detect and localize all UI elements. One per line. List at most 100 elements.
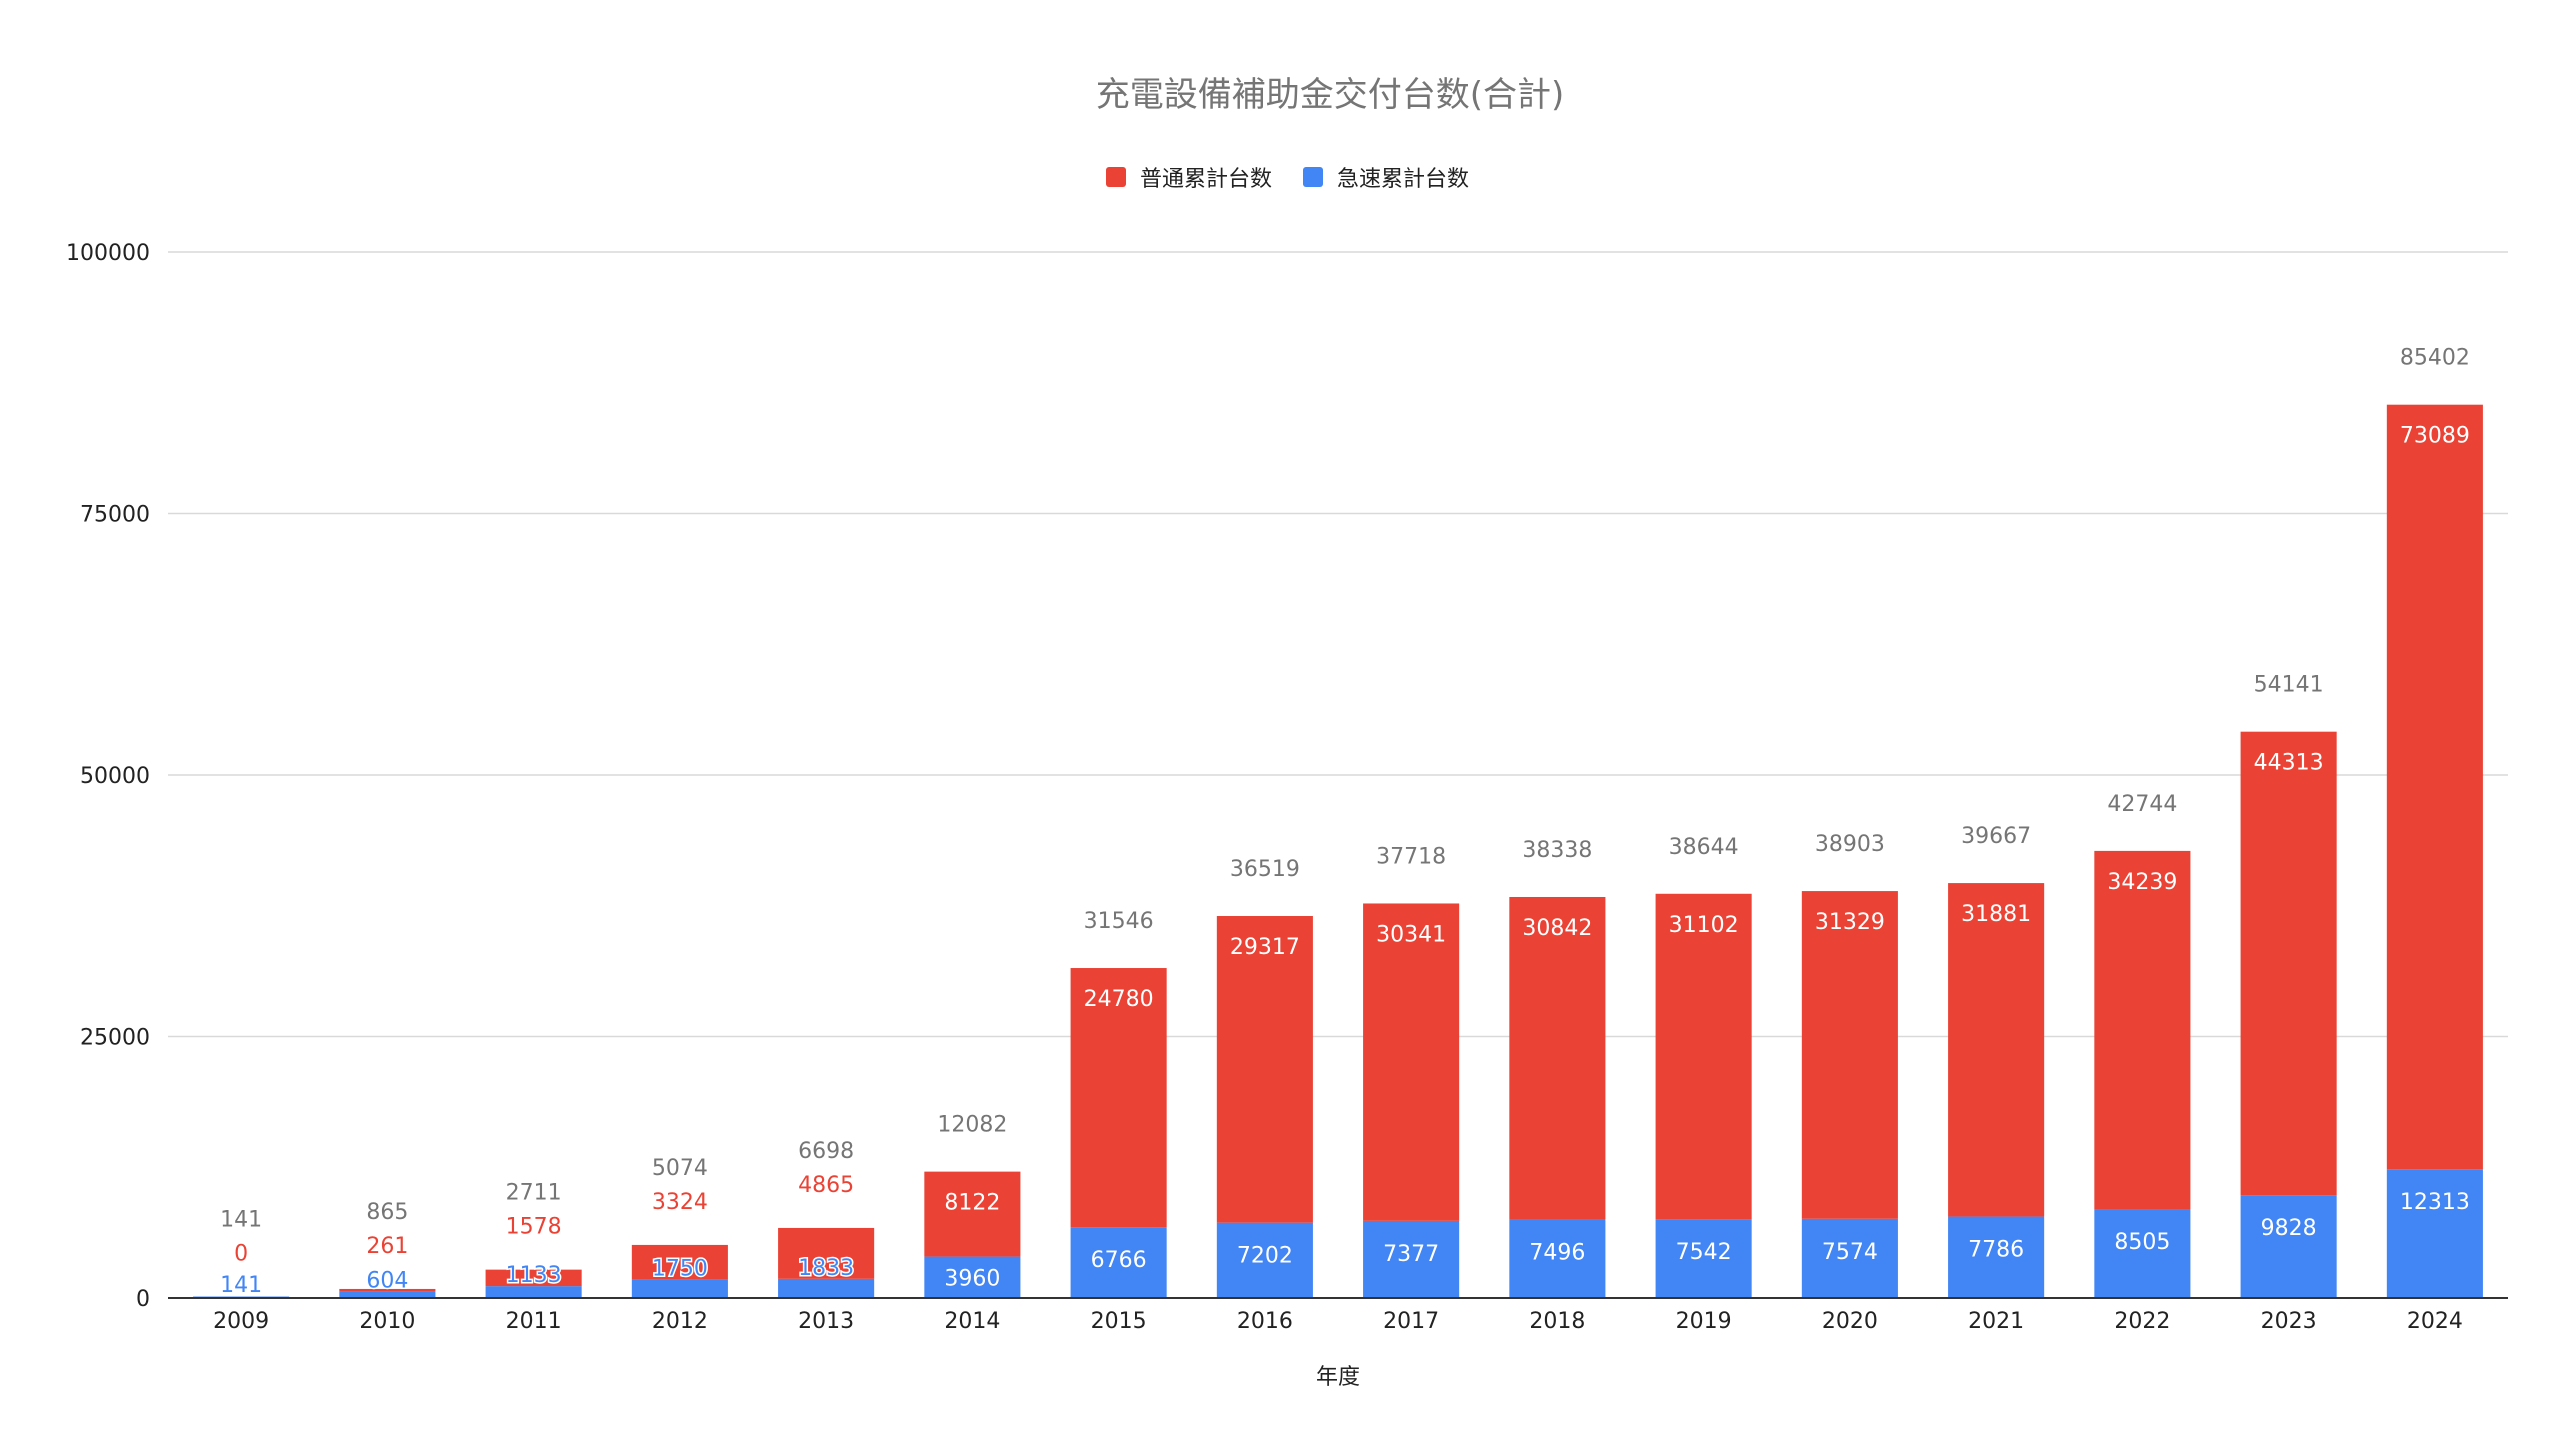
x-tick-label-2010: 2010 xyxy=(359,1309,415,1334)
bars-layer xyxy=(193,404,2483,1298)
bar-normal-2013[interactable] xyxy=(778,1227,875,1279)
total-label-2018: 38338 xyxy=(1522,838,1592,863)
legend-label-normal: 普通累計台数 xyxy=(1140,167,1272,192)
bar-rapid-2014[interactable] xyxy=(924,1256,1021,1298)
x-tick-label-2023: 2023 xyxy=(2261,1309,2317,1334)
rapid-label-2022: 8505 xyxy=(2114,1230,2170,1255)
bar-normal-2022[interactable] xyxy=(2094,850,2191,1210)
bar-normal-2017[interactable] xyxy=(1363,903,1460,1221)
total-label-2021: 39667 xyxy=(1961,824,2031,849)
data-labels-layer: 141 0 141 865 261 604 2711 1578 1133 5074 3324 1750… xyxy=(219,346,2470,1300)
y-tick-label: 75000 xyxy=(80,503,150,528)
x-axis-title: 年度 xyxy=(1316,1365,1360,1390)
bar-normal-2015[interactable] xyxy=(1070,968,1167,1228)
x-tick-label-2015: 2015 xyxy=(1091,1309,1147,1334)
x-tick-label-2022: 2022 xyxy=(2114,1309,2170,1334)
bar-rapid-2017[interactable] xyxy=(1363,1220,1460,1298)
rapid-label-2011: 1133 xyxy=(506,1263,562,1288)
normal-label-2019: 31102 xyxy=(1669,913,1739,938)
total-label-2022: 42744 xyxy=(2107,792,2177,817)
bar-rapid-2020[interactable] xyxy=(1801,1218,1898,1298)
total-label-2014: 12082 xyxy=(937,1113,1007,1138)
bar-normal-2012[interactable] xyxy=(631,1244,728,1280)
chart-title: 充電設備補助金交付台数(合計) xyxy=(1096,75,1565,115)
normal-label-2017: 30341 xyxy=(1376,922,1446,947)
y-axis-ticks: 0 25000 50000 75000 100000 xyxy=(66,241,150,1312)
x-tick-label-2013: 2013 xyxy=(798,1309,854,1334)
bar-rapid-2022[interactable] xyxy=(2094,1209,2191,1298)
legend-swatch-normal xyxy=(1106,167,1126,187)
total-label-2012: 5074 xyxy=(652,1156,708,1181)
bar-normal-2016[interactable] xyxy=(1216,916,1313,1223)
bar-normal-2014[interactable] xyxy=(924,1171,1021,1257)
x-axis-ticks: 2009 2010 2011 2012 2013 2014 2015 2016 2017 2018… xyxy=(213,1309,2463,1334)
total-label-2013: 6698 xyxy=(798,1139,854,1164)
bar-normal-2011[interactable] xyxy=(485,1269,582,1287)
rapid-label-2013: 1833 xyxy=(798,1256,854,1281)
y-tick-label: 50000 xyxy=(80,764,150,789)
legend-item-rapid[interactable]: 急速累計台数 xyxy=(1303,167,1469,192)
bar-rapid-2019[interactable] xyxy=(1655,1219,1752,1298)
normal-label-2014: 8122 xyxy=(944,1191,1000,1216)
x-tick-label-2017: 2017 xyxy=(1383,1309,1439,1334)
bar-rapid-2021[interactable] xyxy=(1948,1216,2045,1298)
x-tick-label-2016: 2016 xyxy=(1237,1309,1293,1334)
normal-label-2012: 3324 xyxy=(652,1190,708,1215)
x-tick-label-2021: 2021 xyxy=(1968,1309,2024,1334)
normal-label-2020: 31329 xyxy=(1815,910,1885,935)
normal-label-2022: 34239 xyxy=(2107,870,2177,895)
rapid-label-2020: 7574 xyxy=(1822,1240,1878,1265)
legend-swatch-rapid xyxy=(1303,167,1323,187)
bar-normal-2018[interactable] xyxy=(1509,896,1606,1220)
bar-normal-2023[interactable] xyxy=(2240,731,2337,1196)
total-label-2009: 141 xyxy=(220,1208,262,1233)
total-label-2015: 31546 xyxy=(1084,909,1154,934)
bar-rapid-2010[interactable] xyxy=(339,1291,436,1298)
bar-rapid-2023[interactable] xyxy=(2240,1195,2337,1298)
rapid-label-2016: 7202 xyxy=(1237,1244,1293,1269)
total-label-2011: 2711 xyxy=(506,1181,562,1206)
total-label-2024: 85402 xyxy=(2400,346,2470,371)
x-tick-label-2009: 2009 xyxy=(213,1309,269,1334)
rapid-label-2010: 604 xyxy=(366,1269,408,1294)
rapid-label-2017: 7377 xyxy=(1383,1242,1439,1267)
x-tick-label-2011: 2011 xyxy=(506,1309,562,1334)
y-tick-label: 25000 xyxy=(80,1026,150,1051)
normal-label-2009: 0 xyxy=(234,1242,248,1267)
bar-normal-2021[interactable] xyxy=(1948,883,2045,1217)
rapid-label-2018: 7496 xyxy=(1529,1241,1585,1266)
bar-rapid-2013[interactable] xyxy=(778,1278,875,1298)
normal-label-2018: 30842 xyxy=(1522,916,1592,941)
rapid-label-2023: 9828 xyxy=(2261,1216,2317,1241)
legend-label-rapid: 急速累計台数 xyxy=(1337,167,1469,192)
bar-normal-2020[interactable] xyxy=(1801,891,1898,1219)
bar-rapid-2012[interactable] xyxy=(631,1279,728,1298)
y-tick-label: 0 xyxy=(136,1287,150,1312)
normal-label-2011: 1578 xyxy=(506,1215,562,1240)
bar-rapid-2024[interactable] xyxy=(2386,1169,2483,1298)
rapid-label-2024: 12313 xyxy=(2400,1190,2470,1215)
x-tick-label-2018: 2018 xyxy=(1529,1309,1585,1334)
bar-rapid-2016[interactable] xyxy=(1216,1222,1313,1298)
rapid-label-2009: 141 xyxy=(220,1273,262,1298)
bar-normal-2019[interactable] xyxy=(1655,893,1752,1220)
rapid-label-2019: 7542 xyxy=(1676,1240,1732,1265)
x-tick-label-2019: 2019 xyxy=(1676,1309,1732,1334)
bar-rapid-2015[interactable] xyxy=(1070,1227,1167,1298)
y-tick-label: 100000 xyxy=(66,241,150,266)
x-tick-label-2012: 2012 xyxy=(652,1309,708,1334)
total-label-2023: 54141 xyxy=(2254,673,2324,698)
legend-item-normal[interactable]: 普通累計台数 xyxy=(1106,167,1272,192)
x-tick-label-2014: 2014 xyxy=(944,1309,1000,1334)
bar-normal-2024[interactable] xyxy=(2386,404,2483,1170)
normal-label-2024: 73089 xyxy=(2400,424,2470,449)
x-tick-label-2020: 2020 xyxy=(1822,1309,1878,1334)
bar-normal-2010[interactable] xyxy=(339,1288,436,1292)
bar-rapid-2011[interactable] xyxy=(485,1286,582,1298)
normal-label-2021: 31881 xyxy=(1961,902,2031,927)
total-label-2016: 36519 xyxy=(1230,857,1300,882)
total-label-2017: 37718 xyxy=(1376,844,1446,869)
bar-rapid-2018[interactable] xyxy=(1509,1219,1606,1298)
normal-label-2010: 261 xyxy=(366,1234,408,1259)
